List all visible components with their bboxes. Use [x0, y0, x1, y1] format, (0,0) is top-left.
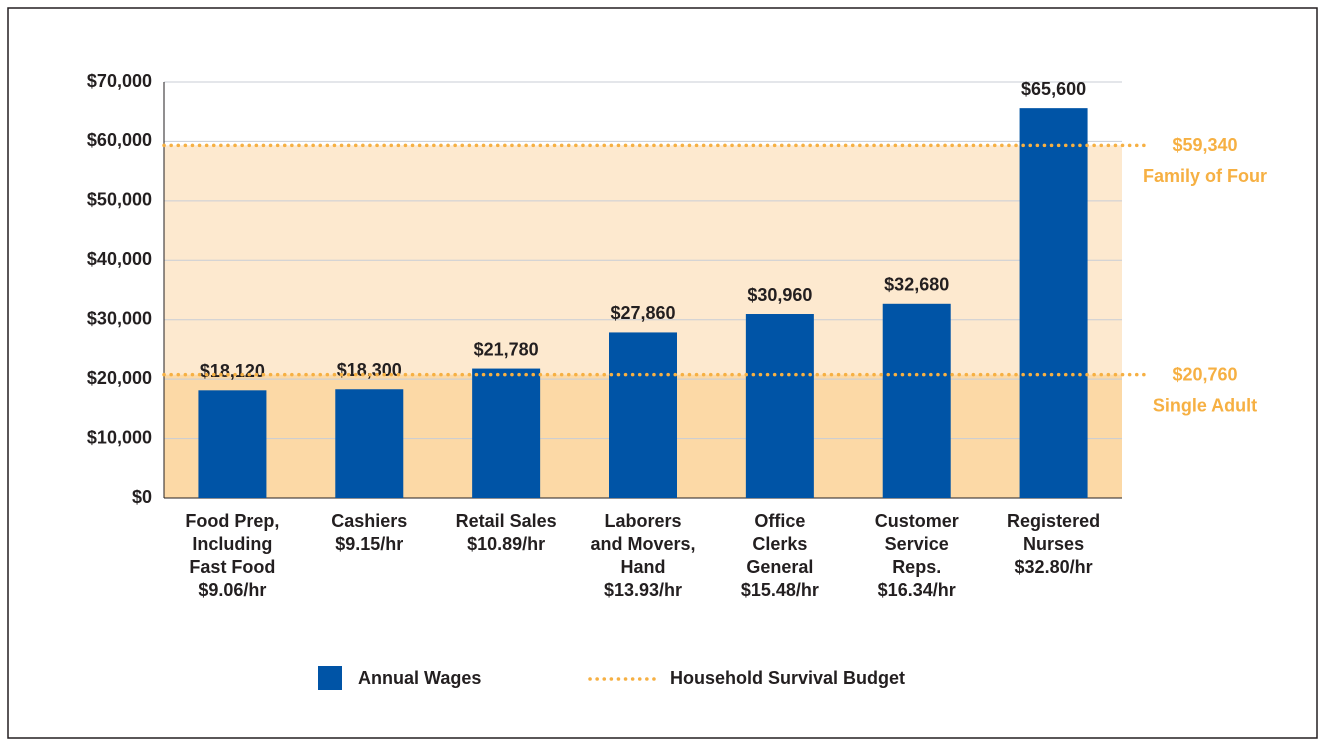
bar [1019, 108, 1088, 499]
x-tick-label: Office [754, 511, 805, 531]
x-tick-label: Including [192, 534, 272, 554]
budget-name: Single Adult [1153, 395, 1257, 415]
y-tick-label: $20,000 [87, 368, 152, 388]
y-tick-label: $50,000 [87, 190, 152, 210]
bar [745, 314, 814, 498]
y-tick-label: $40,000 [87, 249, 152, 269]
x-tick-label: Registered [1007, 511, 1100, 531]
legend-label: Annual Wages [358, 668, 481, 688]
x-tick-label: Retail Sales [456, 511, 557, 531]
bar [472, 368, 541, 498]
bar [882, 303, 951, 498]
value-label: $18,300 [337, 360, 402, 380]
value-label: $18,120 [200, 361, 265, 381]
legend-swatch [318, 666, 342, 690]
x-tick-label: Hand [621, 557, 666, 577]
value-label: $30,960 [747, 285, 812, 305]
x-tick-label: $16.34/hr [878, 580, 956, 600]
x-tick-label: Food Prep, [185, 511, 279, 531]
budget-value: $59,340 [1172, 135, 1237, 155]
x-tick-label: Fast Food [189, 557, 275, 577]
y-tick-label: $10,000 [87, 427, 152, 447]
value-label: $65,600 [1021, 79, 1086, 99]
x-tick-label: $9.06/hr [198, 580, 266, 600]
value-label: $32,680 [884, 275, 949, 295]
x-tick-label: Service [885, 534, 949, 554]
x-tick-label: $15.48/hr [741, 580, 819, 600]
y-tick-label: $30,000 [87, 308, 152, 328]
x-tick-label: Reps. [892, 557, 941, 577]
budget-name: Family of Four [1143, 166, 1267, 186]
x-tick-label: General [746, 557, 813, 577]
y-tick-label: $60,000 [87, 130, 152, 150]
x-tick-label: Customer [875, 511, 959, 531]
x-tick-label: Nurses [1023, 534, 1084, 554]
bar [609, 332, 677, 498]
value-label: $21,780 [474, 339, 539, 359]
x-tick-label: Clerks [752, 534, 807, 554]
x-tick-label: $13.93/hr [604, 580, 682, 600]
bar [198, 390, 267, 498]
budget-value: $20,760 [1172, 364, 1237, 384]
bar [335, 389, 404, 498]
x-tick-label: and Movers, [590, 534, 695, 554]
y-tick-label: $0 [132, 487, 152, 507]
y-tick-label: $70,000 [87, 71, 152, 91]
x-tick-label: Cashiers [331, 511, 407, 531]
x-tick-label: $10.89/hr [467, 534, 545, 554]
x-tick-label: Laborers [604, 511, 681, 531]
value-label: $27,860 [610, 303, 675, 323]
x-tick-label: $32.80/hr [1015, 557, 1093, 577]
legend-label: Household Survival Budget [670, 668, 905, 688]
x-tick-label: $9.15/hr [335, 534, 403, 554]
